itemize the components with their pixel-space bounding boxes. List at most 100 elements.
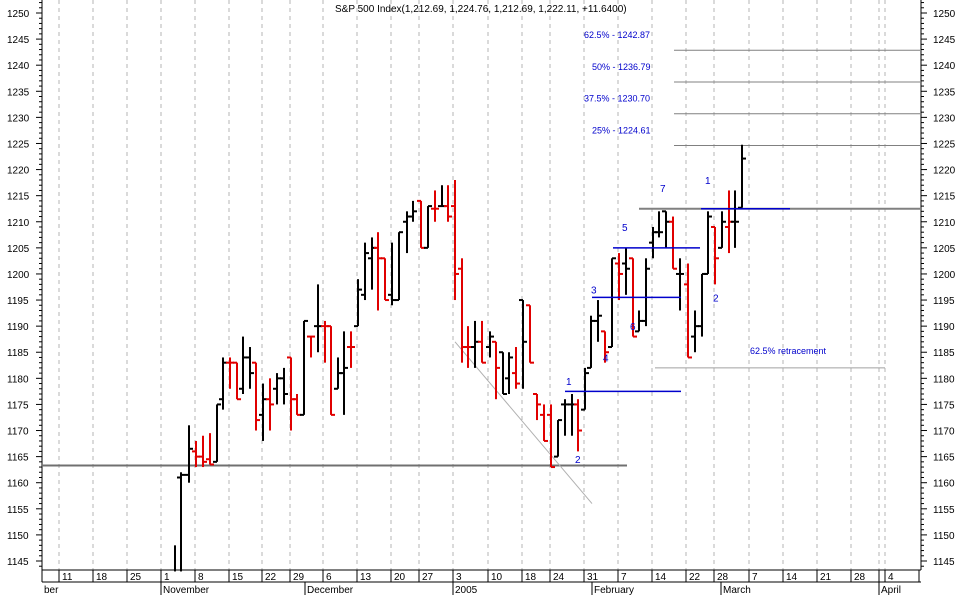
month-labels: ber November December 2005 February March Apri… bbox=[44, 582, 901, 595]
ohlc-bar bbox=[526, 304, 534, 364]
wave-label: 6 bbox=[630, 322, 636, 333]
month-label: December bbox=[307, 585, 354, 595]
wave-label: 1 bbox=[705, 176, 711, 187]
trendline bbox=[454, 341, 593, 504]
x-tick-label: 20 bbox=[394, 572, 406, 583]
y-tick-label: 1155 bbox=[933, 505, 955, 516]
y-tick-label: 1210 bbox=[933, 218, 956, 229]
ohlc-bar bbox=[547, 404, 555, 469]
fib-level-label: 50% - 1236.79 bbox=[592, 62, 651, 72]
ohlc-bar bbox=[213, 403, 221, 463]
ohlc-bar bbox=[417, 199, 425, 249]
y-tick-label: 1145 bbox=[7, 557, 29, 568]
x-tick-label: 31 bbox=[587, 572, 599, 583]
ohlc-bar bbox=[192, 440, 200, 468]
y-tick-label: 1205 bbox=[933, 244, 956, 255]
x-tick-label: 29 bbox=[293, 572, 305, 583]
y-tick-label: 1160 bbox=[7, 479, 29, 490]
x-tick-label: 22 bbox=[265, 572, 277, 583]
y-tick-label: 1190 bbox=[7, 322, 29, 333]
ohlc-bar bbox=[403, 211, 411, 254]
wave-label: 4 bbox=[603, 353, 609, 364]
x-tick-label: 22 bbox=[689, 572, 701, 583]
x-tick-label: 14 bbox=[786, 572, 798, 583]
ohlc-bar bbox=[252, 361, 260, 431]
y-tick-label: 1245 bbox=[933, 35, 956, 46]
y-tick-label: 1195 bbox=[7, 296, 29, 307]
ohlc-bar bbox=[655, 211, 663, 238]
ohlc-bar bbox=[738, 144, 746, 209]
y-tick-label: 1240 bbox=[7, 61, 30, 72]
x-tick-label: 4 bbox=[888, 572, 894, 583]
ohlc-bar bbox=[499, 351, 507, 395]
ohlc-bar bbox=[451, 180, 459, 301]
y-tick-label: 1205 bbox=[7, 244, 30, 255]
ohlc-bar bbox=[731, 190, 739, 248]
y-tick-label: 1170 bbox=[7, 427, 29, 438]
x-ticks: 11 18 25 1 8 15 22 29 6 13 20 27 3 10 18 24 31 7 14 22 28 7 14… bbox=[41, 570, 920, 583]
ohlc-bar bbox=[601, 330, 609, 363]
ohlc-bar bbox=[512, 347, 520, 389]
y-tick-label: 1150 bbox=[7, 531, 29, 542]
ohlc-bar bbox=[259, 383, 267, 441]
ohlc-bar bbox=[635, 310, 643, 333]
y-tick-label: 1230 bbox=[933, 113, 956, 124]
ohlc-bar bbox=[684, 263, 692, 359]
fib-level-label: 37.5% - 1230.70 bbox=[584, 94, 650, 104]
x-tick-label: 27 bbox=[422, 572, 434, 583]
y-tick-label: 1220 bbox=[7, 166, 30, 177]
ohlc-bar bbox=[444, 185, 452, 222]
ohlc-bar bbox=[409, 200, 417, 222]
ohlc-bar bbox=[594, 300, 602, 342]
y-tick-label: 1230 bbox=[7, 113, 30, 124]
month-label: March bbox=[723, 585, 751, 595]
x-tick-label: 24 bbox=[553, 572, 565, 583]
wave-label: 7 bbox=[660, 184, 666, 195]
wave-label: 2 bbox=[713, 293, 719, 304]
y-tick-label: 1155 bbox=[7, 505, 29, 516]
chart-title: S&P 500 Index(1,212.69, 1,224.76, 1,212.… bbox=[335, 4, 627, 15]
ohlc-bar bbox=[206, 433, 214, 466]
ohlc-bar bbox=[219, 357, 227, 410]
y-tick-label: 1215 bbox=[933, 192, 956, 203]
y-tick-label: 1220 bbox=[933, 166, 956, 177]
y-tick-label: 1165 bbox=[933, 453, 955, 464]
ohlc-bar bbox=[561, 399, 569, 436]
ohlc-bar bbox=[581, 367, 589, 411]
ohlc-bar bbox=[395, 231, 403, 302]
ohlc-bar bbox=[471, 320, 479, 368]
x-tick-label: 10 bbox=[491, 572, 503, 583]
y-ticks-left: 1250 1245 1240 1235 1230 1225 1220 1215 1210 1205… bbox=[7, 2, 42, 568]
ohlc-bar bbox=[438, 185, 446, 208]
y-tick-label: 1180 bbox=[7, 374, 29, 385]
y-tick-label: 1235 bbox=[933, 87, 956, 98]
y-tick-label: 1190 bbox=[933, 322, 955, 333]
ohlc-bar bbox=[662, 210, 670, 248]
x-tick-label: 15 bbox=[232, 572, 244, 583]
ohlc-bar bbox=[185, 425, 193, 483]
ohlc-bar bbox=[478, 320, 486, 364]
ohlc-bar bbox=[354, 279, 362, 328]
ohlc-bar bbox=[287, 356, 295, 431]
month-label: November bbox=[163, 585, 210, 595]
y-tick-label: 1225 bbox=[933, 139, 956, 150]
ohlc-bar bbox=[718, 211, 726, 249]
ohlc-bar bbox=[622, 247, 630, 295]
y-tick-label: 1235 bbox=[7, 87, 30, 98]
y-tick-label: 1210 bbox=[7, 218, 30, 229]
ohlc-bar bbox=[698, 272, 706, 337]
y-tick-label: 1240 bbox=[933, 61, 956, 72]
ohlc-bar bbox=[321, 320, 329, 363]
y-tick-label: 1145 bbox=[933, 557, 955, 568]
x-tick-label: 7 bbox=[621, 572, 627, 583]
fib-level-label: 62.5% - 1242.87 bbox=[584, 30, 650, 40]
down-trendline bbox=[454, 341, 593, 504]
x-tick-label: 6 bbox=[326, 572, 332, 583]
y-tick-label: 1215 bbox=[7, 192, 30, 203]
y-tick-label: 1225 bbox=[7, 139, 30, 150]
x-tick-label: 28 bbox=[717, 572, 729, 583]
y-tick-label: 1200 bbox=[7, 270, 30, 281]
x-tick-label: 18 bbox=[96, 572, 108, 583]
month-label: 2005 bbox=[455, 585, 478, 595]
y-tick-label: 1150 bbox=[933, 531, 955, 542]
